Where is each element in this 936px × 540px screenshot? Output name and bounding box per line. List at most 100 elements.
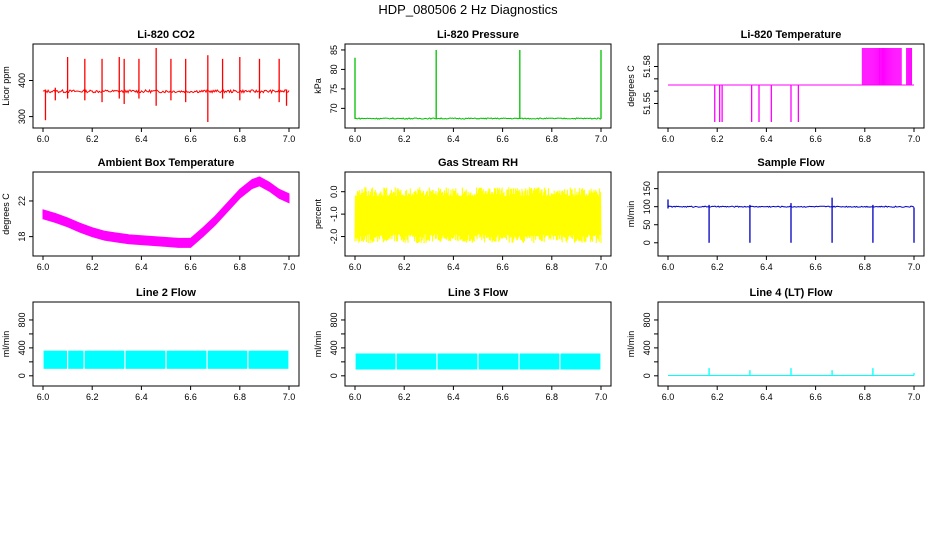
y-axis-label: ml/min <box>1 331 11 358</box>
x-tick-label: 6.6 <box>496 262 509 272</box>
chart-title: Line 3 Flow <box>448 287 508 299</box>
y-axis-label: percent <box>313 198 323 229</box>
y-tick-label: 0 <box>642 240 652 245</box>
x-axis: 6.0 6.2 6.4 6.6 6.8 7.0 <box>37 128 295 144</box>
chart-panel-1: Li-820 CO2 Licor ppm 6.0 6.2 6.4 6.6 6.8 7.0 300… <box>1 29 300 144</box>
y-tick-label: 0.0 <box>329 185 339 198</box>
x-tick-label: 6.4 <box>135 392 148 402</box>
x-tick-label: 6.0 <box>37 392 50 402</box>
x-tick-label: 6.4 <box>447 134 460 144</box>
x-tick-label: 7.0 <box>283 392 296 402</box>
series-li-820-co2 <box>42 48 290 122</box>
x-tick-label: 6.0 <box>662 134 675 144</box>
y-tick-label: 51.58 <box>642 55 652 78</box>
y-axis-label: ml/min <box>626 201 636 228</box>
chart-panel-7: Line 2 Flow ml/min 6.0 6.2 6.4 6.6 6.8 7.0 0 400 8… <box>1 287 300 402</box>
y-axis: 0 400 800 <box>642 312 658 378</box>
y-axis: 0 50 100 150 <box>642 181 658 245</box>
y-tick-label: 50 <box>642 220 652 230</box>
series-line <box>354 187 602 244</box>
x-tick-label: 6.2 <box>398 262 411 272</box>
page-title: HDP_080506 2 Hz Diagnostics <box>378 2 558 17</box>
series-line-2-flow <box>42 349 290 370</box>
x-tick-label: 6.4 <box>447 262 460 272</box>
series-line-4-lt-flow <box>668 368 915 376</box>
x-tick-label: 6.2 <box>86 262 99 272</box>
chart-title: Sample Flow <box>757 157 825 169</box>
y-axis: 0 400 800 <box>329 312 345 378</box>
y-axis-label: Licor ppm <box>1 66 11 106</box>
y-tick-label: 80 <box>329 64 339 74</box>
chart-title: Line 2 Flow <box>136 287 196 299</box>
x-tick-label: 6.6 <box>809 262 822 272</box>
x-tick-label: 6.2 <box>711 392 724 402</box>
chart-panel-8: Line 3 Flow ml/min 6.0 6.2 6.4 6.6 6.8 7.0 0 400 8… <box>313 287 612 402</box>
y-axis: -2.0 -1.0 0.0 <box>329 185 345 244</box>
chart-panel-4: Ambient Box Temperature degrees C 6.0 6.2 6.… <box>1 157 300 272</box>
x-tick-label: 6.6 <box>809 392 822 402</box>
x-tick-label: 7.0 <box>595 392 608 402</box>
x-tick-label: 6.6 <box>184 134 197 144</box>
x-tick-label: 6.0 <box>662 392 675 402</box>
series-gas-stream-rh <box>354 187 602 244</box>
y-axis-label: ml/min <box>313 331 323 358</box>
x-tick-label: 7.0 <box>908 262 921 272</box>
y-tick-label: 400 <box>329 340 339 355</box>
curve-band <box>42 176 290 248</box>
y-tick-label: 51.55 <box>642 92 652 115</box>
y-axis-label: kPa <box>313 78 323 94</box>
plot-frame <box>344 43 612 129</box>
y-tick-label: 70 <box>329 103 339 113</box>
x-tick-label: 6.6 <box>809 134 822 144</box>
y-tick-label: 400 <box>17 73 27 88</box>
x-axis: 6.0 6.2 6.4 6.6 6.8 7.0 <box>37 256 296 272</box>
y-axis-label: ml/min <box>626 331 636 358</box>
plot-frame <box>657 171 925 257</box>
y-tick-label: -1.0 <box>329 206 339 222</box>
x-tick-label: 6.8 <box>234 134 247 144</box>
y-tick-label: 75 <box>329 84 339 94</box>
series-li-820-pressure <box>354 49 602 120</box>
chart-panel-5: Gas Stream RH percent 6.0 6.2 6.4 6.6 6.8 7.0 -2… <box>313 157 612 272</box>
series-li-820-temperature <box>668 48 914 122</box>
x-tick-label: 6.8 <box>859 392 872 402</box>
y-tick-label: 800 <box>17 312 27 327</box>
x-axis: 6.0 6.2 6.4 6.6 6.8 7.0 <box>349 386 608 402</box>
x-tick-label: 6.4 <box>760 134 773 144</box>
y-tick-label: -2.0 <box>329 229 339 245</box>
y-tick-label: 0 <box>329 373 339 378</box>
x-tick-label: 6.0 <box>349 134 362 144</box>
x-axis: 6.0 6.2 6.4 6.6 6.8 7.0 <box>349 128 607 144</box>
chart-title: Li-820 CO2 <box>137 29 194 41</box>
y-axis-label: degrees C <box>1 193 11 235</box>
plot-frame <box>32 43 300 129</box>
x-tick-label: 6.8 <box>546 134 559 144</box>
x-tick-label: 6.8 <box>859 262 872 272</box>
chart-title: Ambient Box Temperature <box>98 157 235 169</box>
x-tick-label: 6.4 <box>135 134 148 144</box>
x-tick-label: 6.0 <box>37 262 50 272</box>
series-line <box>354 117 601 120</box>
y-tick-label: 22 <box>17 196 27 206</box>
x-tick-label: 6.6 <box>184 392 197 402</box>
x-tick-label: 7.0 <box>908 392 921 402</box>
x-tick-label: 7.0 <box>283 262 296 272</box>
series-sample-flow <box>667 197 915 243</box>
series-ambient-box-temperature <box>42 176 290 248</box>
x-tick-label: 6.6 <box>496 134 509 144</box>
x-axis: 6.0 6.2 6.4 6.6 6.8 7.0 <box>37 386 296 402</box>
series-line <box>42 88 290 95</box>
y-tick-label: 150 <box>642 181 652 196</box>
chart-panel-9: Line 4 (LT) Flow ml/min 6.0 6.2 6.4 6.6 6.8 7.0… <box>626 287 925 402</box>
y-tick-label: 0 <box>642 373 652 378</box>
x-tick-label: 6.8 <box>859 134 872 144</box>
plot-frame <box>344 301 612 387</box>
x-tick-label: 6.4 <box>135 262 148 272</box>
x-tick-label: 6.4 <box>447 392 460 402</box>
x-tick-label: 6.2 <box>86 134 99 144</box>
x-tick-label: 6.8 <box>546 262 559 272</box>
x-tick-label: 6.0 <box>662 262 675 272</box>
x-tick-label: 6.2 <box>398 392 411 402</box>
y-tick-label: 0 <box>17 373 27 378</box>
